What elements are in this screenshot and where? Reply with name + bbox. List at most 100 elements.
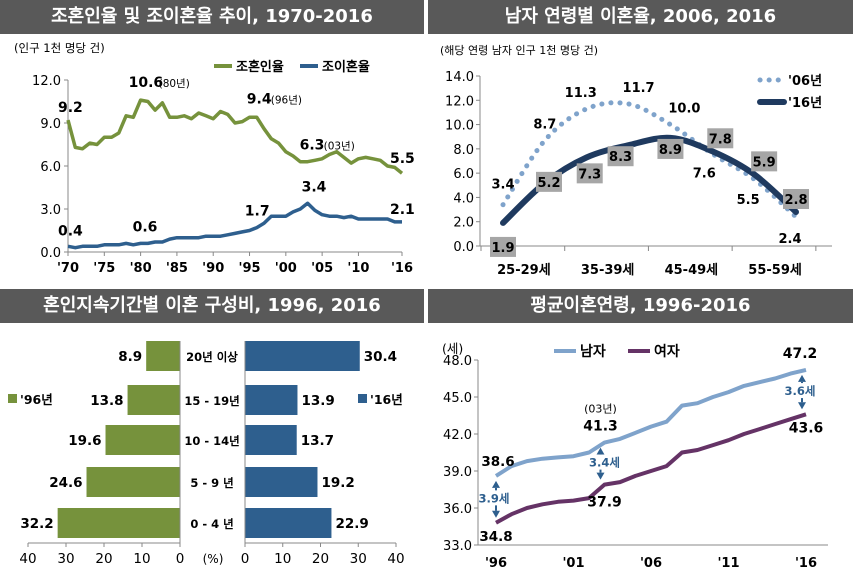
category-label: 0 - 4 년 [190,517,233,531]
bar-2016 [245,467,318,497]
panel-male-divorce-by-age: 남자 연령별 이혼율, 2006, 2016 (해당 연령 남자 인구 1천 명… [428,0,853,287]
chart-title: 남자 연령별 이혼율, 2006, 2016 [428,0,853,34]
data-label-box-2016 [490,236,516,257]
data-label: 0.4 [58,223,83,239]
x-tick-label: '01 [562,556,584,571]
x-tick-label: '10 [347,261,369,276]
data-label-2016: 22.9 [335,516,368,532]
chart-title: 조혼인율 및 조이혼율 추이, 1970-2016 [0,0,424,34]
unit-label: (인구 1천 명당 건) [14,41,105,55]
data-label: (96년) [271,94,302,106]
data-label: 37.9 [587,495,622,511]
panel-average-divorce-age: 평균이혼연령, 1996-2016 33.0 36.0 39.0 42.0 45.0 48… [428,289,853,574]
y-tick-label: 12.0 [445,94,474,109]
y-tick-label: 0.0 [453,240,474,255]
data-label-2016: 7.8 [709,132,732,147]
data-label: (03년) [324,141,355,153]
x-tick-label: '16 [391,261,413,276]
data-label: 2.1 [390,202,415,218]
x-tick-label: '11 [717,556,739,571]
data-label-2016: 8.9 [659,143,682,158]
data-label-2006: 3.4 [491,178,514,193]
x-tick-label: '95 [238,261,260,276]
data-label-box-2016 [751,151,778,172]
bar-2016 [245,341,360,371]
data-label-2006: 2.4 [778,232,801,247]
x-tick-label-left: 10 [133,551,150,567]
bar-2016 [245,385,298,415]
x-tick-label: '05 [311,261,333,276]
legend-swatch [8,394,17,403]
x-tick-label: '16 [795,556,817,571]
category-label: 15 - 19년 [184,394,239,408]
legend-label: '16년 [370,392,403,407]
gap-label: 3.9세 [479,491,510,505]
gap-label-bg [589,454,620,470]
unit-label: (해당 연령 남자 인구 1천 명당 건) [440,44,599,57]
bar-1996 [57,508,180,538]
y-tick-label: 8.0 [453,143,474,158]
data-label: 34.8 [479,529,512,545]
y-tick-label: 39.0 [443,465,472,480]
data-label-2016: 13.7 [301,433,334,449]
data-label-box-2016 [783,189,809,209]
x-tick-label: '85 [166,261,188,276]
data-label-1996: 8.9 [118,349,142,365]
data-label: 0.6 [133,219,158,235]
legend-label: 조이혼율 [322,59,370,75]
x-tick-label-right: 40 [387,551,404,567]
chart-4-svg: 33.0 36.0 39.0 42.0 45.0 48.0 '96 '01 '06 '11 '16 (… [442,341,828,571]
y-tick-label: 3.0 [40,203,61,218]
x-tick-label-left: 20 [95,551,112,567]
chart-1-svg: 0.0 3.0 6.0 9.0 12.0 '70 '75 '80 '85 '90 '95 '00 '05… [32,59,415,276]
data-label-box-2016 [536,171,562,192]
x-tick-label-left: 40 [19,551,36,567]
data-label-2016: 2.8 [784,193,807,208]
legend-label: '96년 [20,392,53,407]
y-tick-label: 33.0 [443,539,472,554]
data-label-1996: 24.6 [49,475,82,491]
chart-2-svg: 0.0 2.0 4.0 6.0 8.0 10.0 12.0 14.0 25-29세 35-39세 4… [445,70,832,278]
unit-label: (%) [203,552,224,566]
y-tick-label: 42.0 [443,428,472,443]
y-tick-label: 0.0 [40,246,61,261]
data-label-2006: 5.5 [737,193,760,208]
data-label: 41.3 [583,419,618,435]
x-tick-label-right: 10 [274,551,291,567]
gap-arrowhead [492,480,500,488]
data-label: 47.2 [783,346,818,362]
y-tick-label: 45.0 [443,391,472,406]
gap-label: 3.6세 [785,384,816,398]
x-tick-label: '75 [93,261,115,276]
bar-1996 [105,425,180,455]
gap-arrowhead [492,510,500,518]
x-tick-label: '80 [130,261,152,276]
data-label: 9.4 [247,91,272,107]
data-label: 43.6 [789,420,824,436]
legend-swatch [358,394,367,403]
gap-arrowhead [596,447,605,455]
x-tick-label: '06 [640,556,662,571]
data-label: 1.7 [245,204,270,220]
gap-label-bg [479,490,509,506]
series-line-2006 [500,100,799,220]
data-label-2006: 11.7 [623,81,655,96]
data-label-2016: 1.9 [491,241,514,256]
x-tick-label: 35-39세 [581,263,635,278]
x-tick-label-right: 30 [350,551,367,567]
y-tick-label: 14.0 [445,70,474,85]
legend-label: 여자 [654,343,680,360]
data-label-2016: 30.4 [364,349,397,365]
x-tick-label-right: 0 [241,551,250,567]
data-label-2016: 19.2 [321,475,354,491]
data-label: 6.3 [300,138,325,154]
data-label-2016: 5.2 [537,176,560,191]
category-label: 20년 이상 [186,350,238,364]
x-tick-label: 55-59세 [748,263,802,278]
x-tick-label: 45-49세 [665,263,719,278]
y-tick-label: 6.0 [453,167,474,182]
series-line-female [495,412,807,525]
bar-2016 [245,508,332,538]
series-line-divorce [67,201,402,250]
data-label-box-2016 [657,138,684,159]
